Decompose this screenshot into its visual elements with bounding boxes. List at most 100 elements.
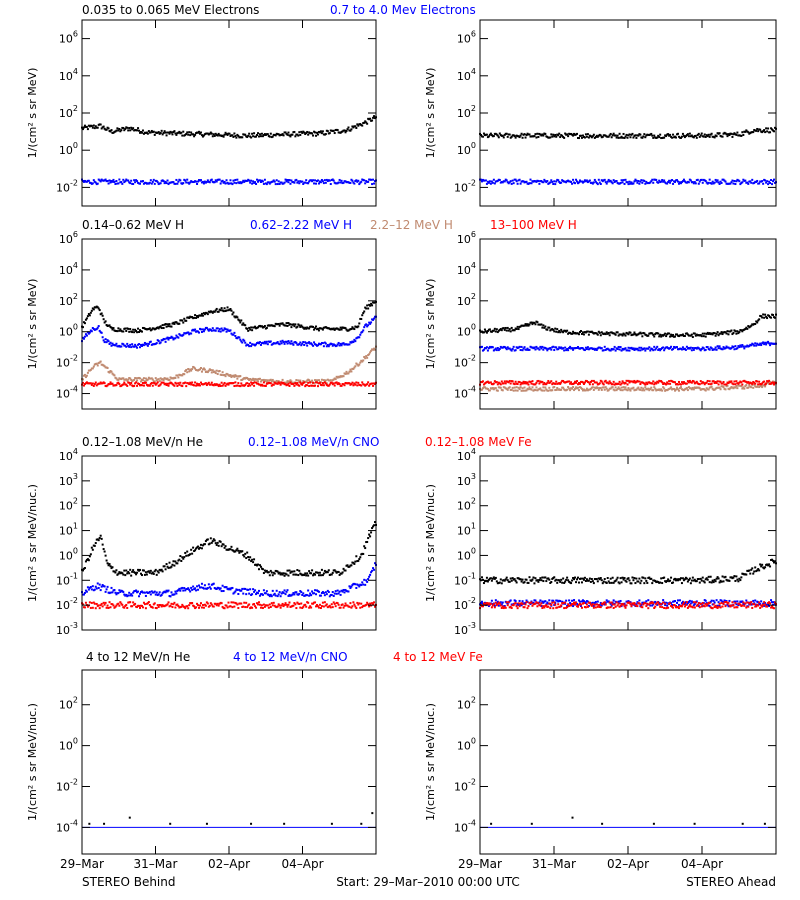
data-point: [342, 588, 345, 591]
data-point: [103, 341, 106, 344]
data-point: [722, 381, 725, 384]
data-point: [485, 182, 488, 185]
data-point: [619, 346, 622, 349]
data-point: [233, 385, 236, 388]
data-point: [216, 602, 219, 605]
data-point: [716, 345, 719, 348]
data-point: [97, 325, 100, 328]
data-point: [582, 333, 585, 336]
data-point: [351, 584, 354, 587]
data-point: [742, 133, 745, 136]
data-point: [660, 348, 663, 351]
data-point: [525, 134, 528, 137]
data-point: [491, 387, 494, 390]
data-point: [219, 384, 222, 387]
data-point: [251, 606, 254, 609]
data-point: [566, 347, 569, 350]
data-point: [312, 574, 315, 577]
data-point: [321, 328, 324, 331]
data-point: [690, 349, 693, 352]
data-point: [672, 348, 675, 351]
data-point: [730, 181, 733, 184]
data-point: [650, 386, 653, 389]
data-point: [88, 314, 91, 317]
data-point: [521, 136, 524, 139]
data-point: [638, 182, 641, 185]
data-point: [330, 593, 333, 596]
data-point: [698, 348, 701, 351]
data-point: [328, 595, 331, 598]
data-point: [647, 347, 650, 350]
data-point: [716, 331, 719, 334]
data-point: [276, 570, 279, 573]
data-point: [337, 603, 340, 606]
data-point: [714, 580, 717, 583]
data-point: [306, 572, 309, 575]
data-point: [215, 543, 218, 546]
data-point: [263, 605, 266, 608]
data-point: [126, 384, 129, 387]
data-point: [194, 314, 197, 317]
data-point: [314, 384, 317, 387]
data-point: [761, 382, 764, 385]
y-tick-mantissa: 10: [59, 450, 73, 463]
data-point: [108, 342, 111, 345]
data-point: [549, 136, 552, 139]
data-point: [293, 593, 296, 596]
data-point: [351, 326, 354, 329]
data-point: [702, 347, 705, 350]
data-point: [503, 180, 506, 183]
data-point: [237, 607, 240, 610]
data-point: [353, 366, 356, 369]
y-tick-mantissa: 10: [457, 295, 471, 308]
data-point: [559, 136, 562, 139]
data-point: [298, 324, 301, 327]
data-point: [599, 577, 602, 580]
data-point: [258, 564, 261, 567]
data-point: [204, 604, 207, 607]
data-point: [94, 607, 97, 610]
data-point: [604, 379, 607, 382]
data-point: [250, 326, 253, 329]
data-point: [150, 182, 153, 185]
data-point: [606, 180, 609, 183]
data-point: [352, 367, 355, 370]
data-point: [353, 182, 356, 185]
data-point: [132, 127, 135, 130]
y-tick-mantissa: 10: [457, 326, 471, 339]
data-point: [240, 382, 243, 385]
data-point: [484, 580, 487, 583]
data-point: [621, 576, 624, 579]
data-point: [327, 569, 330, 572]
y-tick-mantissa: 10: [457, 70, 471, 83]
data-point: [283, 181, 286, 184]
data-point: [710, 382, 713, 385]
data-point: [556, 581, 559, 584]
data-point: [742, 345, 745, 348]
data-point: [679, 383, 682, 386]
data-point: [691, 181, 694, 184]
data-point: [670, 576, 673, 579]
data-point: [610, 136, 613, 139]
data-point: [536, 132, 539, 135]
data-point: [358, 585, 361, 588]
data-point: [332, 129, 335, 132]
data-point: [617, 136, 620, 139]
data-point: [645, 180, 648, 183]
y-tick-exponent: 6: [471, 230, 476, 239]
data-point: [717, 334, 720, 337]
data-point: [167, 338, 170, 341]
data-point: [317, 606, 320, 609]
data-point: [343, 591, 346, 594]
data-point: [367, 577, 370, 580]
data-point: [597, 178, 600, 181]
data-point: [184, 381, 187, 384]
data-point: [363, 383, 366, 386]
data-point: [568, 387, 571, 390]
data-point: [305, 327, 308, 330]
data-point: [144, 594, 147, 597]
data-point: [747, 182, 750, 185]
data-point: [643, 582, 646, 585]
data-point: [572, 348, 575, 351]
data-point: [289, 182, 292, 185]
